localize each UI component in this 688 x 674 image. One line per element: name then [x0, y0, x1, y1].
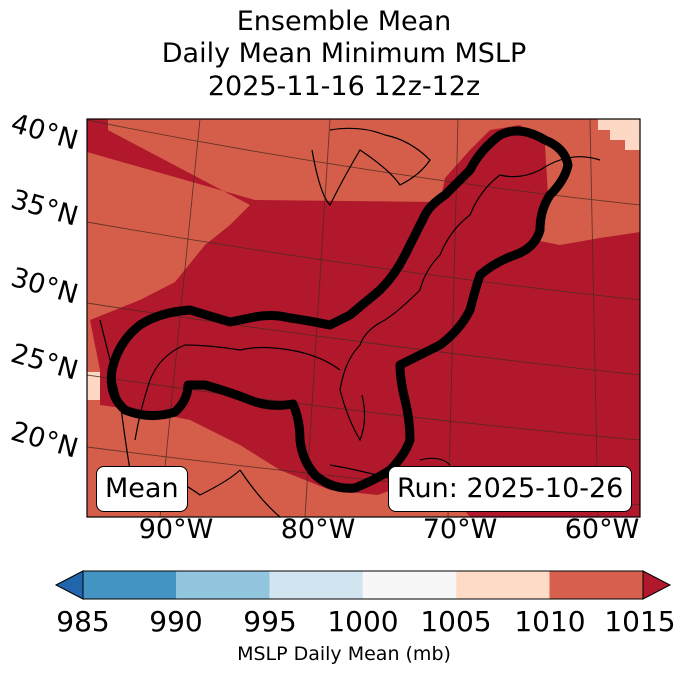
hispaniola: [419, 457, 451, 466]
colorbar-frame: [82, 570, 644, 600]
mean-contour: [106, 126, 573, 493]
colorbar-bin-990-995: [176, 571, 270, 599]
mean-label-box: Mean: [96, 466, 188, 512]
title-line-2: Daily Mean Minimum MSLP: [161, 38, 527, 69]
colorbar-extend-low: [54, 570, 84, 600]
gulf-coast: [134, 344, 341, 441]
colorbar-tick-1000: 1000: [327, 605, 399, 638]
meridian-60w: [589, 119, 599, 517]
parallel-35n: [87, 221, 640, 301]
colorbar-bin-985-990: [83, 571, 177, 599]
lon-label-90w: 90°W: [138, 514, 214, 545]
central-america: [239, 469, 281, 517]
colorbar-bin-1005-1010: [456, 571, 550, 599]
field-1005-1010-ne: [598, 119, 640, 150]
colorbar-tick-995: 995: [243, 605, 297, 638]
parallel-25n: [87, 374, 640, 441]
meridian-90w: [159, 119, 201, 517]
lon-label-80w: 80°W: [280, 514, 356, 545]
colorbar-tick-985: 985: [56, 605, 110, 638]
colorbar-tick-1015: 1015: [604, 605, 676, 638]
title-line-3: 2025-11-16 12z-12z: [207, 71, 481, 102]
colorbar-bin-995-1000: [269, 571, 363, 599]
colorbar: [54, 570, 672, 600]
parallel-40n: [87, 119, 640, 206]
east-coast: [339, 156, 601, 442]
run-date-box: Run: 2025-10-26: [388, 466, 633, 512]
colorbar-bin-1000-1005: [362, 571, 457, 599]
great-lakes: [311, 127, 431, 207]
colorbar-bin-1010-1015: [549, 571, 643, 599]
title-line-1: Ensemble Mean: [236, 6, 452, 37]
colorbar-tick-1005: 1005: [420, 605, 492, 638]
field-above-1015: [87, 119, 640, 517]
colorbar-tick-990: 990: [149, 605, 203, 638]
lon-label-70w: 70°W: [422, 514, 498, 545]
map-frame: [86, 118, 641, 518]
field-1005-1010-w: [87, 372, 100, 400]
colorbar-tick-1010: 1010: [514, 605, 586, 638]
lon-label-60w: 60°W: [564, 514, 640, 545]
colorbar-extend-high: [642, 570, 672, 600]
colorbar-label: MSLP Daily Mean (mb): [237, 643, 451, 665]
